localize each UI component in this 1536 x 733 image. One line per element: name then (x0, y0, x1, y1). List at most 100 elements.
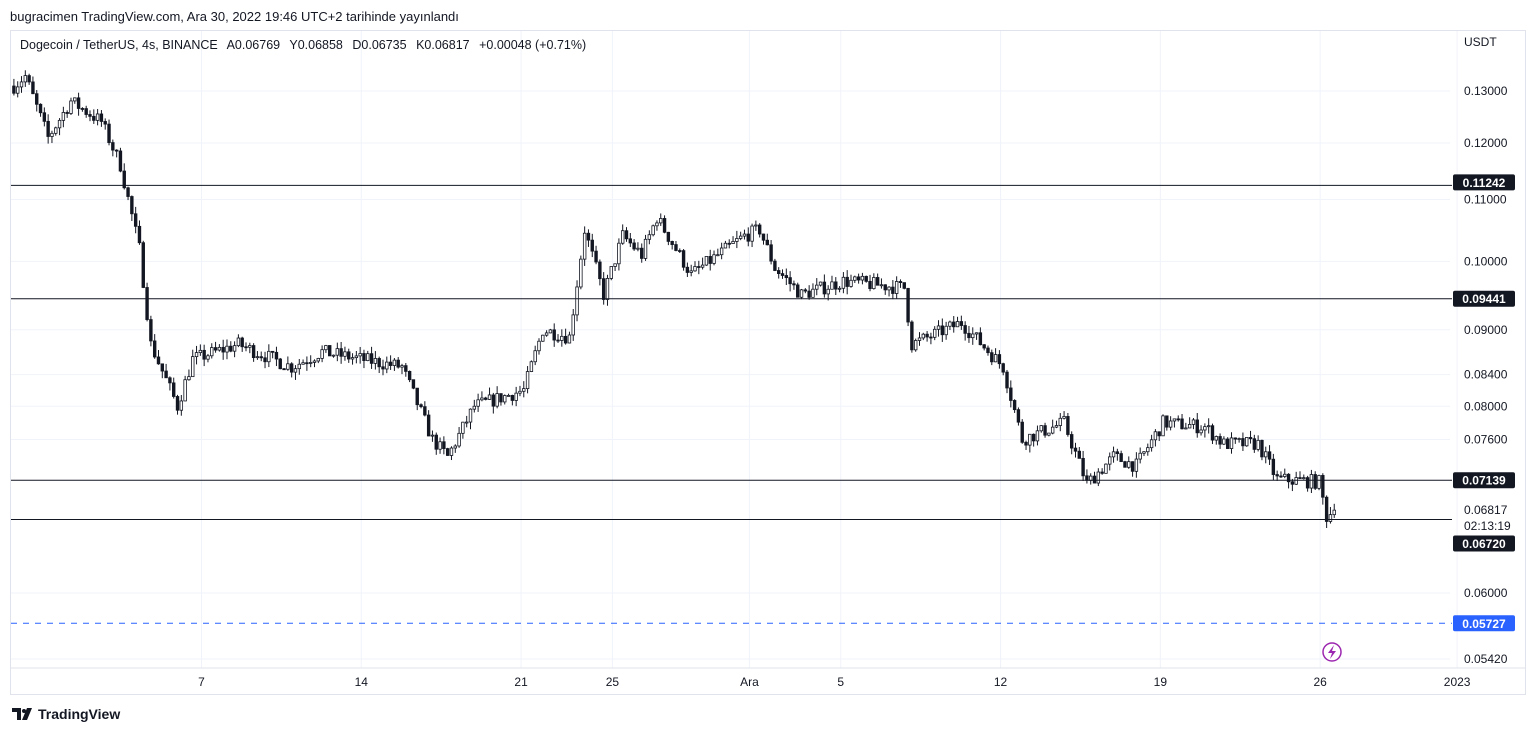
candle-up (1054, 425, 1059, 428)
candle-up (1203, 426, 1207, 431)
candle-down (118, 150, 123, 172)
candle-up (495, 393, 499, 407)
candle-down (1123, 461, 1127, 468)
candle-down (1248, 437, 1253, 440)
candle-up (974, 332, 979, 335)
candle-up (354, 355, 359, 359)
candle-up (643, 238, 648, 259)
candle-up (537, 340, 541, 352)
candle-down (1009, 387, 1013, 401)
candle-down (769, 244, 773, 262)
candle-down (419, 404, 423, 408)
candle-down (1176, 418, 1180, 421)
symbol-name: Dogecoin / TetherUS, 4s, BINANCE (20, 38, 218, 52)
candle-down (484, 397, 488, 400)
candle-down (415, 387, 419, 406)
candle-down (80, 108, 85, 110)
candle-up (335, 348, 340, 356)
candle-up (1039, 425, 1043, 432)
candle-down (780, 273, 785, 276)
candle-up (1111, 451, 1116, 458)
candle-up (529, 361, 534, 372)
candle-up (217, 346, 222, 351)
candle-up (1108, 456, 1112, 465)
candle-up (621, 230, 625, 244)
candle-down (1165, 415, 1169, 428)
candle-up (1146, 447, 1150, 453)
candle-down (765, 239, 769, 246)
price-tick-label: 0.07600 (1464, 433, 1508, 447)
candle-down (133, 213, 138, 227)
candle-down (807, 290, 811, 298)
candle-down (822, 281, 827, 295)
candle-up (617, 242, 621, 265)
time-tick-label: 26 (1313, 675, 1327, 689)
candle-up (358, 353, 362, 357)
candle-up (575, 286, 579, 316)
candle-up (913, 340, 918, 351)
candle-down (411, 379, 416, 389)
candle-down (674, 244, 678, 251)
candle-down (681, 250, 686, 268)
time-tick-label: Ara (740, 675, 759, 689)
candle-up (95, 113, 100, 121)
candle-down (883, 284, 887, 291)
price-line-label: 0.11242 (1463, 176, 1506, 190)
candle-down (586, 232, 591, 241)
candle-up (567, 334, 572, 344)
candle-down (38, 103, 43, 114)
candle-down (145, 287, 149, 320)
candle-up (1149, 439, 1154, 449)
candle-up (1134, 458, 1139, 472)
candle-down (1180, 418, 1184, 430)
candle-up (54, 127, 58, 134)
candle-down (164, 370, 168, 379)
candle-down (662, 218, 667, 233)
candle-down (678, 250, 682, 252)
candle-down (598, 261, 602, 280)
candle-down (423, 406, 427, 416)
candle-down (1233, 437, 1238, 440)
candle-down (1225, 438, 1230, 449)
candle-up (286, 363, 290, 370)
candle-down (244, 346, 248, 349)
candle-down (590, 239, 594, 252)
candle-up (385, 361, 389, 370)
candle-down (624, 230, 629, 240)
candle-down (952, 321, 956, 328)
candle-down (1286, 473, 1291, 483)
price-tick-label: 0.09000 (1464, 323, 1508, 337)
candle-up (1035, 430, 1040, 442)
candle-down (1092, 475, 1097, 484)
price-line-badge (1453, 290, 1515, 307)
candle-up (609, 266, 613, 279)
candle-down (84, 108, 88, 115)
candle-up (225, 345, 229, 353)
candle-up (1237, 438, 1241, 440)
candle-down (757, 224, 762, 235)
candle-up (849, 279, 853, 287)
candle-up (308, 362, 313, 364)
currency-label: USDT (1464, 35, 1497, 49)
tradingview-logo[interactable]: TradingView (12, 706, 120, 722)
candle-up (293, 368, 298, 373)
candle-down (213, 347, 218, 351)
candle-down (563, 335, 568, 344)
candle-up (480, 397, 484, 401)
candle-down (788, 277, 792, 285)
candle-down (1324, 496, 1329, 522)
candle-down (1031, 433, 1036, 442)
candle-up (879, 284, 884, 287)
candle-down (997, 354, 1002, 365)
candle-up (651, 225, 655, 236)
candle-up (921, 333, 925, 339)
candle-down (137, 225, 142, 244)
candle-up (1184, 427, 1188, 430)
candle-up (894, 281, 899, 294)
candle-up (350, 357, 355, 360)
open-value: A0.06769 (226, 38, 281, 52)
candle-down (640, 247, 644, 259)
last-price-label: 0.06817 (1464, 503, 1508, 517)
candle-down (251, 345, 256, 359)
